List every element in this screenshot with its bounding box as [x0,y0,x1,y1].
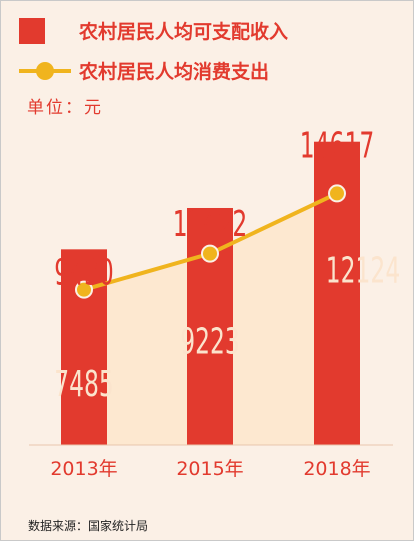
consumption-value-label-1: 9223 [180,322,240,363]
income-value-label-2: 14617 [300,126,374,167]
consumption-point-1 [201,244,219,263]
x-tick-label-0: 2013年 [50,458,117,480]
x-tick-label-2: 2018年 [303,458,370,480]
consumption-point-0 [75,280,93,299]
consumption-value-label-2: 12124 [326,250,400,291]
legend-bar-swatch [19,17,45,44]
legend-income: 农村居民人均可支配收入 [19,17,288,44]
income-value-label-1: 11422 [173,204,247,245]
source-note: 数据来源：国家统计局 [28,519,149,533]
unit-label: 单位：元 [27,98,103,118]
legend-consumption-label: 农村居民人均消费支出 [79,61,270,83]
consumption-value-label-0: 7485 [54,364,114,405]
legend-consumption: 农村居民人均消费支出 [19,57,269,84]
chart-plot: 9430 11422 14617 7485 9223 12124 2013年 2015年 201… [29,126,400,480]
legend-income-label: 农村居民人均可支配收入 [79,21,289,43]
income-value-label-0: 9430 [54,253,114,294]
legend-line-swatch [19,58,71,84]
consumption-point-2 [328,184,346,203]
x-tick-label-1: 2015年 [176,458,243,480]
